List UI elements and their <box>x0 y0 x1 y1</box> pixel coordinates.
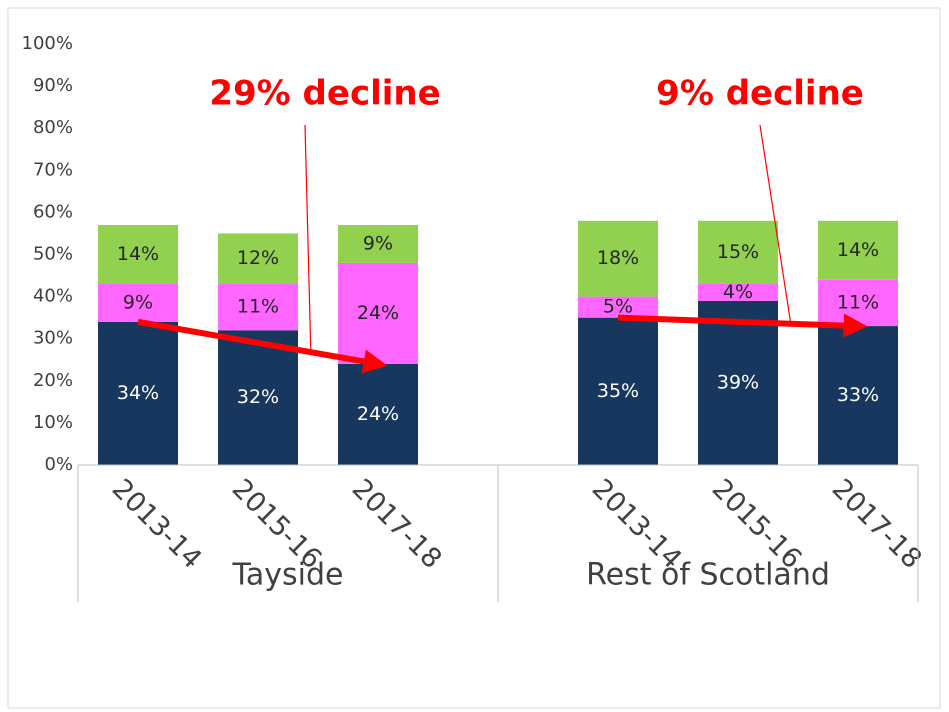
value-label: 4% <box>723 281 753 303</box>
y-tick-label: 10% <box>33 412 73 433</box>
value-label: 34% <box>117 382 159 404</box>
bar-segment <box>698 300 778 465</box>
bar-segment <box>218 233 298 284</box>
leader-line <box>759 124 792 324</box>
annotation: 9% decline <box>656 74 864 114</box>
bar-segment <box>218 283 298 331</box>
y-tick-label: 60% <box>33 201 73 222</box>
value-label: 9% <box>363 232 393 254</box>
y-tick-label: 30% <box>33 328 73 349</box>
y-tick-label: 40% <box>33 286 73 307</box>
bar-segment <box>218 330 298 465</box>
bar-segment <box>578 220 658 297</box>
bar-segment <box>338 363 418 465</box>
leader-line <box>304 124 312 353</box>
y-tick-label: 100% <box>22 33 73 54</box>
value-label: 12% <box>237 247 279 269</box>
value-label: 9% <box>123 291 153 313</box>
bar-segment <box>698 283 778 301</box>
value-label: 15% <box>717 241 759 263</box>
bar-segment <box>578 317 658 465</box>
bar-segment <box>338 262 418 364</box>
group-label: Tayside <box>232 558 344 593</box>
value-label: 24% <box>357 403 399 425</box>
bar-segment <box>98 225 178 284</box>
value-label: 32% <box>237 386 279 408</box>
value-label: 5% <box>603 296 633 318</box>
y-tick-label: 90% <box>33 75 73 96</box>
y-tick-label: 80% <box>33 117 73 138</box>
bar-segment <box>818 220 898 280</box>
bar-segment <box>698 220 778 284</box>
group-label: Rest of Scotland <box>586 558 830 593</box>
value-label: 35% <box>597 380 639 402</box>
value-label: 24% <box>357 302 399 324</box>
trend-arrow <box>617 313 868 338</box>
y-tick-label: 0% <box>44 454 73 475</box>
value-label: 14% <box>837 239 879 261</box>
y-tick-label: 50% <box>33 244 73 265</box>
bar-segment <box>98 321 178 465</box>
value-label: 39% <box>717 371 759 393</box>
trend-arrow <box>137 318 388 374</box>
value-label: 11% <box>237 296 279 318</box>
y-tick-label: 20% <box>33 370 73 391</box>
bar-segment <box>818 326 898 465</box>
value-label: 18% <box>597 247 639 269</box>
value-label: 14% <box>117 243 159 265</box>
bar-segment <box>578 296 658 318</box>
annotation: 29% decline <box>209 74 440 114</box>
value-label: 33% <box>837 384 879 406</box>
y-tick-label: 70% <box>33 159 73 180</box>
bar-segment <box>338 225 418 263</box>
value-label: 11% <box>837 291 879 313</box>
bar-segment <box>98 283 178 322</box>
